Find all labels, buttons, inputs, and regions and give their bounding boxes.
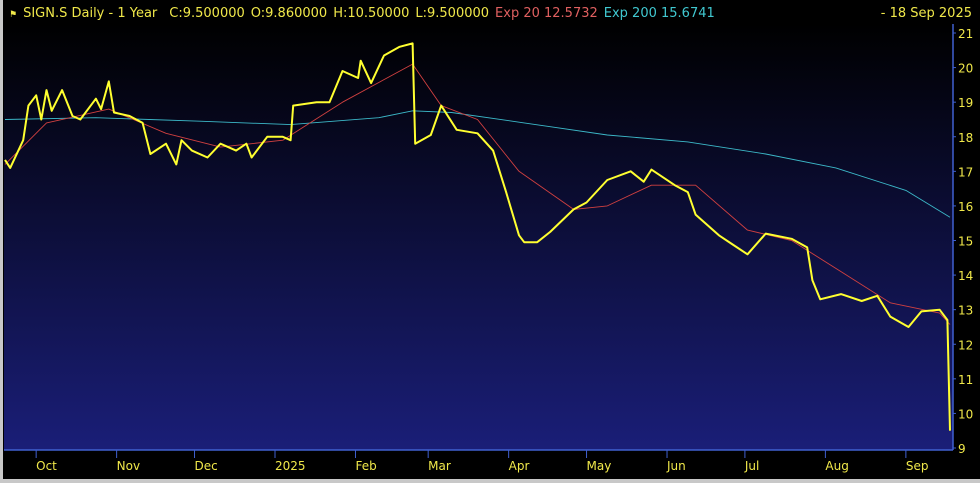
- x-tick-label: Sep: [906, 459, 929, 473]
- x-tick-label: Dec: [195, 459, 218, 473]
- x-tick-label: 2025: [275, 459, 306, 473]
- symbol-label: SIGN.S Daily - 1 Year: [23, 6, 158, 21]
- x-tick-label: Jul: [744, 459, 759, 473]
- y-tick-label: 19: [958, 96, 973, 110]
- low-value: L:9.500000: [415, 6, 490, 21]
- y-tick-label: 9: [958, 442, 966, 456]
- high-value: H:10.50000: [333, 6, 410, 21]
- exp200-legend: Exp 200 15.6741: [603, 6, 715, 21]
- y-tick-label: 11: [958, 373, 973, 387]
- close-value: C:9.500000: [169, 6, 245, 21]
- header-date: - 18 Sep 2025: [880, 6, 972, 21]
- x-tick-label: Jun: [666, 459, 686, 473]
- x-tick-label: Oct: [36, 459, 57, 473]
- y-tick-label: 21: [958, 27, 973, 41]
- flag-icon[interactable]: ⚑: [9, 10, 18, 20]
- y-tick-label: 12: [958, 338, 973, 352]
- plot-area: [4, 24, 953, 450]
- x-tick-label: Nov: [117, 459, 140, 473]
- x-tick-label: Feb: [355, 459, 376, 473]
- x-tick-label: Apr: [509, 459, 530, 473]
- y-tick-label: 20: [958, 62, 973, 76]
- y-tick-label: 13: [958, 304, 973, 318]
- y-tick-label: 14: [958, 269, 973, 283]
- y-tick-label: 18: [958, 131, 973, 145]
- y-tick-label: 10: [958, 407, 973, 421]
- open-value: O:9.860000: [250, 6, 328, 21]
- x-tick-label: Mar: [428, 459, 451, 473]
- x-tick-label: May: [587, 459, 612, 473]
- x-tick-label: Aug: [825, 459, 848, 473]
- y-tick-label: 15: [958, 235, 973, 249]
- exp200-line: [4, 110, 951, 218]
- exp20-line: [4, 63, 951, 325]
- y-tick-label: 16: [958, 200, 973, 214]
- y-tick-label: 17: [958, 165, 973, 179]
- exp20-legend: Exp 20 12.5732: [495, 6, 598, 21]
- price-line: [4, 42, 951, 431]
- chart-header: ⚑ SIGN.S Daily - 1 Year C:9.500000 O:9.8…: [9, 6, 715, 24]
